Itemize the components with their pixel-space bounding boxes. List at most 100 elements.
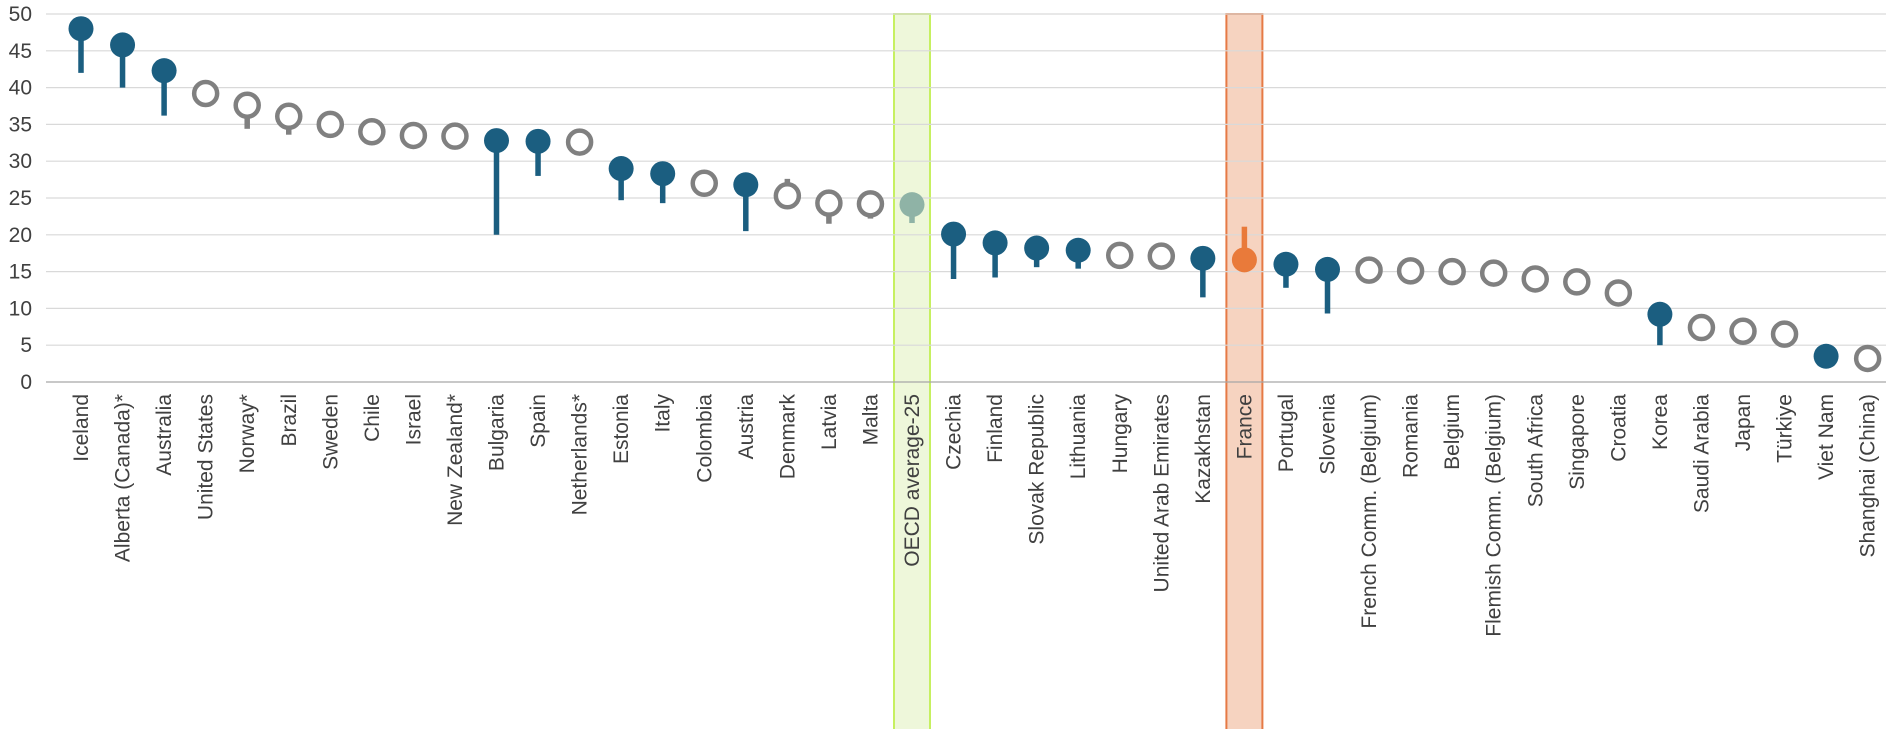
x-label-romania: Romania bbox=[1400, 394, 1423, 478]
marker-malta bbox=[856, 190, 885, 218]
x-label-lithuania: Lithuania bbox=[1067, 394, 1090, 480]
marker-latvia bbox=[815, 189, 843, 217]
y-tick-label-20: 20 bbox=[9, 224, 32, 247]
x-label-viet-nam: Viet Nam bbox=[1815, 394, 1838, 480]
x-label-brazil: Brazil bbox=[278, 394, 301, 447]
x-label-french-comm-belgium: French Comm. (Belgium) bbox=[1358, 394, 1381, 629]
x-label-new-zealand: New Zealand* bbox=[444, 394, 467, 526]
x-label-t-rkiye: Türkiye bbox=[1774, 394, 1797, 463]
marker-czechia bbox=[941, 221, 967, 247]
marker-lithuania bbox=[1065, 237, 1091, 263]
y-axis: 0 5 10 15 20 25 30 35 40 45 50 bbox=[9, 3, 32, 394]
marker-austria bbox=[733, 172, 759, 198]
y-tick-label-0: 0 bbox=[20, 371, 32, 394]
marker-netherlands bbox=[565, 128, 594, 156]
marker-south-africa bbox=[1521, 265, 1549, 293]
marker-kazakhstan bbox=[1190, 245, 1216, 271]
marker-saudi-arabia bbox=[1687, 313, 1716, 342]
x-label-israel: Israel bbox=[402, 394, 425, 445]
y-tick-label-50: 50 bbox=[9, 3, 32, 26]
y-tick-label-35: 35 bbox=[9, 113, 32, 136]
marker-united-arab-emirates bbox=[1147, 242, 1176, 270]
x-label-denmark: Denmark bbox=[776, 394, 799, 480]
marker-norway bbox=[233, 91, 261, 120]
y-tick-label-10: 10 bbox=[9, 297, 32, 320]
marker-oecd-average-25 bbox=[899, 192, 925, 218]
highlight-band-oecd-average-25 bbox=[893, 13, 931, 729]
y-tick-label-15: 15 bbox=[9, 261, 32, 284]
marker-french-comm-belgium bbox=[1355, 256, 1383, 284]
x-label-kazakhstan: Kazakhstan bbox=[1192, 394, 1215, 504]
marker-romania bbox=[1396, 257, 1425, 285]
x-label-slovak-republic: Slovak Republic bbox=[1026, 394, 1049, 545]
x-label-italy: Italy bbox=[652, 394, 675, 433]
lollipop-stems bbox=[78, 28, 1663, 346]
x-label-finland: Finland bbox=[984, 394, 1007, 463]
x-label-spain: Spain bbox=[527, 394, 550, 448]
x-label-latvia: Latvia bbox=[818, 394, 841, 450]
marker-italy bbox=[650, 161, 676, 187]
marker-colombia bbox=[690, 169, 718, 198]
marker-australia bbox=[151, 58, 177, 84]
marker-korea bbox=[1647, 301, 1673, 327]
highlight-band-france bbox=[1225, 13, 1264, 729]
x-label-united-states: United States bbox=[195, 394, 218, 520]
marker-israel bbox=[399, 121, 428, 150]
marker-portugal bbox=[1273, 251, 1299, 277]
marker-shanghai-china bbox=[1853, 344, 1882, 373]
x-label-iceland: Iceland bbox=[70, 394, 93, 462]
x-label-oecd-average-25: OECD average-25 bbox=[901, 394, 924, 567]
x-axis-labels: Iceland Alberta (Canada)* Australia United … bbox=[70, 394, 1880, 637]
x-label-chile: Chile bbox=[361, 394, 384, 442]
marker-alberta-canada bbox=[110, 32, 136, 58]
marker-france bbox=[1231, 247, 1257, 273]
x-label-korea: Korea bbox=[1649, 394, 1672, 450]
y-gridlines bbox=[46, 13, 1886, 383]
marker-singapore bbox=[1563, 268, 1591, 296]
marker-croatia bbox=[1604, 279, 1633, 307]
marker-iceland bbox=[68, 16, 94, 42]
x-label-south-africa: South Africa bbox=[1524, 394, 1547, 508]
marker-bulgaria bbox=[484, 128, 509, 154]
marker-viet-nam bbox=[1813, 343, 1839, 369]
x-label-shanghai-china: Shanghai (China) bbox=[1857, 394, 1880, 557]
x-label-hungary: Hungary bbox=[1109, 394, 1132, 474]
marker-japan bbox=[1729, 317, 1757, 345]
marker-slovak-republic bbox=[1024, 235, 1050, 261]
y-tick-label-40: 40 bbox=[9, 77, 32, 100]
x-label-czechia: Czechia bbox=[943, 394, 966, 470]
x-label-australia: Australia bbox=[153, 394, 176, 476]
marker-belgium bbox=[1438, 257, 1466, 286]
x-label-slovenia: Slovenia bbox=[1317, 394, 1340, 475]
x-label-france: France bbox=[1233, 394, 1256, 459]
marker-denmark bbox=[773, 182, 802, 210]
x-label-united-arab-emirates: United Arab Emirates bbox=[1150, 394, 1173, 592]
x-label-saudi-arabia: Saudi Arabia bbox=[1690, 394, 1713, 513]
x-label-norway: Norway* bbox=[236, 394, 259, 473]
y-tick-label-45: 45 bbox=[9, 40, 32, 63]
x-label-colombia: Colombia bbox=[693, 394, 716, 483]
marker-new-zealand bbox=[441, 122, 469, 150]
x-label-alberta-canada: Alberta (Canada)* bbox=[112, 394, 135, 562]
x-label-malta: Malta bbox=[859, 394, 882, 446]
marker-hungary bbox=[1106, 241, 1134, 270]
marker-brazil bbox=[275, 102, 303, 131]
x-label-flemish-comm-belgium: Flemish Comm. (Belgium) bbox=[1483, 394, 1506, 637]
x-label-belgium: Belgium bbox=[1441, 394, 1464, 470]
highlight-bands bbox=[893, 13, 1264, 729]
y-tick-label-25: 25 bbox=[9, 187, 32, 210]
x-label-singapore: Singapore bbox=[1566, 394, 1589, 490]
marker-spain bbox=[525, 128, 551, 154]
marker-flemish-comm-belgium bbox=[1479, 259, 1508, 287]
x-label-bulgaria: Bulgaria bbox=[486, 394, 509, 471]
marker-sweden bbox=[316, 110, 345, 139]
x-label-portugal: Portugal bbox=[1275, 394, 1298, 472]
x-label-sweden: Sweden bbox=[319, 394, 342, 470]
x-label-estonia: Estonia bbox=[610, 394, 633, 464]
marker-slovenia bbox=[1315, 256, 1340, 282]
x-label-austria: Austria bbox=[735, 394, 758, 460]
x-label-netherlands: Netherlands* bbox=[569, 394, 592, 515]
marker-t-rkiye bbox=[1770, 320, 1799, 348]
x-label-japan: Japan bbox=[1732, 394, 1755, 451]
